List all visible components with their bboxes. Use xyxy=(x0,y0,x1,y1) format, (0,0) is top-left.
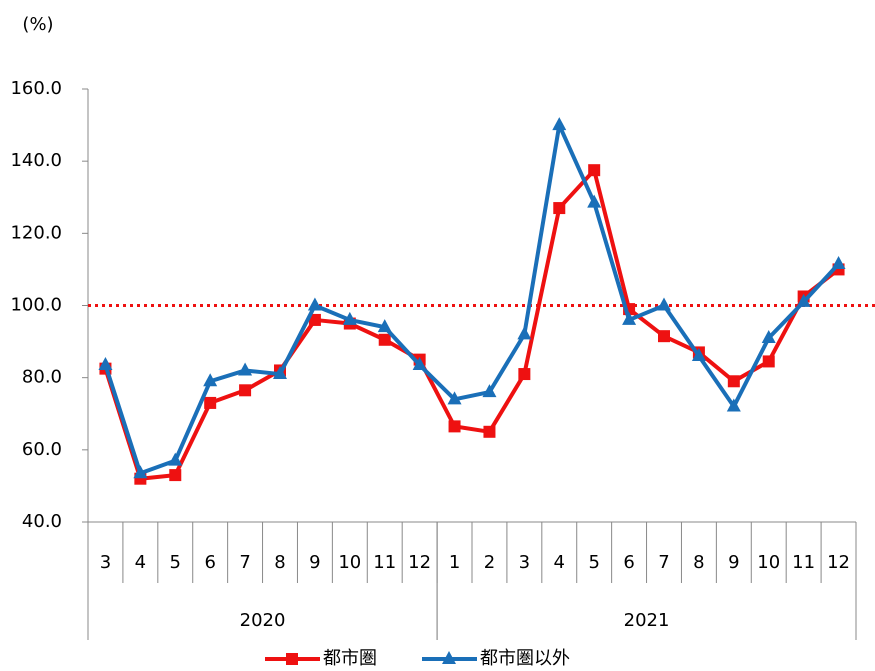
group-label: 2021 xyxy=(624,610,670,631)
x-tick-label: 9 xyxy=(728,552,739,573)
marker xyxy=(307,297,322,311)
marker xyxy=(727,375,740,388)
x-tick-label: 3 xyxy=(519,552,530,573)
y-tick-label: 140.0 xyxy=(10,150,62,171)
marker xyxy=(518,368,531,381)
marker xyxy=(133,465,148,479)
y-tick-label: 120.0 xyxy=(10,222,62,243)
x-tick-label: 7 xyxy=(658,552,669,573)
marker xyxy=(342,311,357,325)
marker xyxy=(483,425,496,438)
x-tick-label: 4 xyxy=(554,552,565,573)
marker xyxy=(796,293,811,307)
marker xyxy=(98,357,113,371)
x-tick-label: 7 xyxy=(239,552,250,573)
marker xyxy=(238,362,253,376)
y-tick-label: 40.0 xyxy=(22,511,62,532)
legend-marker xyxy=(286,653,298,665)
marker xyxy=(482,384,497,398)
marker xyxy=(273,366,287,380)
y-unit: (%) xyxy=(22,14,53,35)
x-tick-label: 3 xyxy=(100,552,111,573)
marker xyxy=(622,311,637,325)
x-tick-label: 12 xyxy=(408,552,431,573)
marker xyxy=(412,357,427,371)
y-tick-label: 60.0 xyxy=(22,439,62,460)
x-tick-label: 1 xyxy=(449,552,460,573)
marker xyxy=(204,396,217,409)
marker xyxy=(168,452,183,466)
legend-marker xyxy=(442,651,456,664)
marker xyxy=(761,329,776,343)
x-tick-label: 5 xyxy=(170,552,181,573)
x-tick-label: 6 xyxy=(623,552,634,573)
y-tick-label: 80.0 xyxy=(22,367,62,388)
marker xyxy=(377,319,392,333)
marker xyxy=(448,420,461,433)
x-tick-label: 10 xyxy=(338,552,361,573)
x-tick-label: 9 xyxy=(309,552,320,573)
x-tick-label: 2 xyxy=(484,552,495,573)
x-tick-label: 11 xyxy=(792,552,815,573)
x-tick-label: 6 xyxy=(204,552,215,573)
x-tick-label: 8 xyxy=(693,552,704,573)
marker xyxy=(726,398,741,412)
marker xyxy=(517,326,532,340)
marker xyxy=(588,164,601,177)
marker xyxy=(691,348,706,362)
marker xyxy=(169,469,182,482)
marker xyxy=(552,117,567,131)
x-tick-label: 10 xyxy=(757,552,780,573)
marker xyxy=(308,313,321,326)
group-label: 2020 xyxy=(240,610,286,631)
marker xyxy=(587,194,602,208)
marker xyxy=(447,391,462,405)
marker xyxy=(553,202,566,215)
marker xyxy=(658,330,670,343)
x-tick-label: 12 xyxy=(827,552,850,573)
marker xyxy=(831,256,846,270)
x-tick-label: 8 xyxy=(274,552,285,573)
legend-label: 都市圏以外 xyxy=(480,648,570,669)
x-tick-label: 4 xyxy=(135,552,146,573)
marker xyxy=(762,355,775,368)
y-tick-label: 160.0 xyxy=(10,78,62,99)
series-line xyxy=(103,123,841,476)
x-tick-label: 5 xyxy=(588,552,599,573)
legend-label: 都市圏 xyxy=(323,648,377,669)
marker xyxy=(657,297,671,311)
x-tick-label: 11 xyxy=(373,552,396,573)
series-line xyxy=(103,168,840,481)
marker xyxy=(239,384,252,397)
marker xyxy=(203,373,218,387)
marker xyxy=(378,333,391,346)
y-tick-label: 100.0 xyxy=(10,295,62,316)
